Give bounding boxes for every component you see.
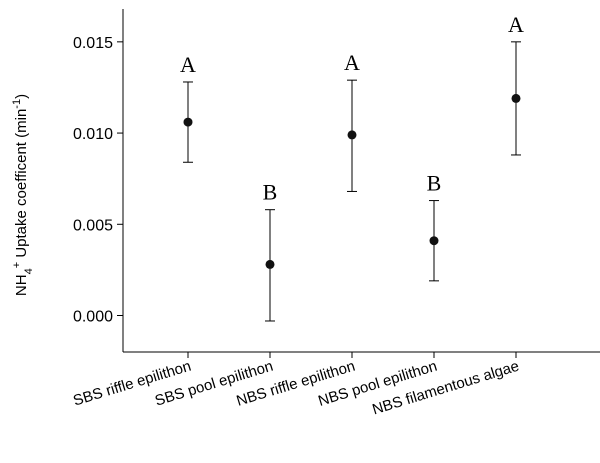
ylabel-sub: 4 <box>23 268 35 274</box>
annotations: A B A B A <box>180 12 524 205</box>
y-ticks: 0.000 0.005 0.010 0.015 <box>73 35 123 326</box>
y-axis-label: NH4+ Uptake coefficent (min-1) <box>11 94 35 296</box>
data-point <box>183 117 193 127</box>
significance-letter: B <box>427 171 442 196</box>
data-point <box>429 236 439 246</box>
significance-letter: A <box>180 52 196 77</box>
significance-letter: B <box>263 180 278 205</box>
data-point <box>511 93 521 103</box>
y-tick-label: 0.015 <box>73 35 113 52</box>
ylabel-base: NH <box>13 274 30 296</box>
ylabel-close: ) <box>13 94 30 99</box>
data-point <box>347 130 357 140</box>
data-point <box>265 259 275 269</box>
significance-letter: A <box>508 12 524 37</box>
data-marks <box>183 41 521 322</box>
ylabel-unit-sup: -1 <box>11 99 23 109</box>
y-tick-label: 0.010 <box>73 126 113 143</box>
axes <box>122 9 600 353</box>
y-tick-label: 0.005 <box>73 217 113 234</box>
x-tick-label: NBS filamentous algae <box>370 358 521 419</box>
y-tick-label: 0.000 <box>73 309 113 326</box>
ylabel-rest: Uptake coefficent (min <box>13 109 30 262</box>
ylabel-sup: + <box>11 262 23 268</box>
significance-letter: A <box>344 50 360 75</box>
